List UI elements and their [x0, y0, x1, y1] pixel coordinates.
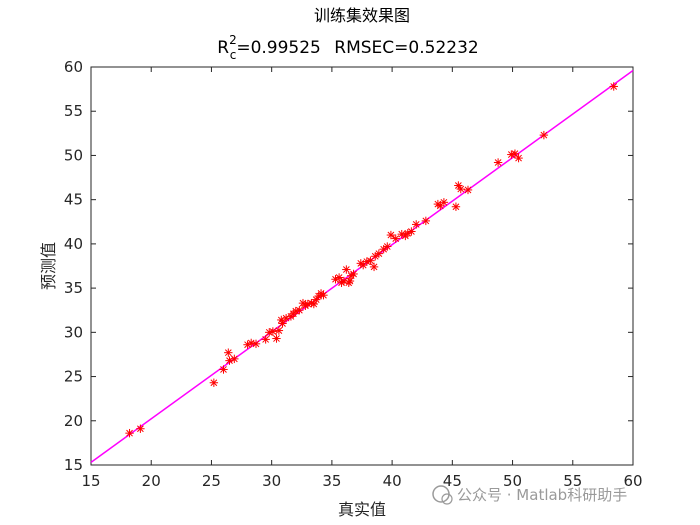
data-point — [439, 198, 449, 207]
x-tick-label: 55 — [563, 472, 582, 490]
r-subscript: c — [230, 48, 237, 62]
data-point — [412, 220, 421, 229]
data-point — [125, 428, 134, 438]
x-tick-label: 20 — [142, 472, 161, 490]
x-tick-label: 15 — [81, 472, 100, 490]
data-point — [295, 306, 304, 315]
data-point — [456, 184, 465, 194]
y-tick-label: 50 — [64, 146, 83, 164]
data-point — [268, 327, 278, 336]
data-point — [209, 378, 219, 387]
data-point — [383, 242, 392, 251]
data-point — [510, 149, 520, 158]
data-point — [451, 202, 461, 211]
data-point — [261, 335, 270, 344]
x-tick-label: 50 — [503, 472, 522, 490]
y-tick-label: 45 — [64, 191, 83, 209]
data-point — [421, 216, 431, 226]
data-point — [319, 290, 328, 300]
y-tick-label: 15 — [64, 456, 83, 474]
x-tick-label: 30 — [262, 472, 281, 490]
wechat-icon-inner — [441, 493, 453, 505]
data-point — [349, 269, 358, 279]
data-point — [224, 348, 233, 357]
rmse-text: RMSEC=0.52232 — [334, 38, 478, 58]
data-point — [609, 82, 618, 91]
watermark: 公众号 · Matlab科研助手 — [432, 485, 627, 505]
y-tick-label: 60 — [64, 58, 83, 76]
r-label: R — [217, 38, 229, 58]
y-tick-label: 25 — [64, 368, 83, 386]
y-tick-label: 40 — [64, 235, 83, 253]
data-point — [463, 185, 473, 195]
data-point — [136, 424, 145, 433]
x-tick-label: 60 — [623, 472, 642, 490]
y-tick-label: 35 — [64, 279, 83, 297]
data-point — [514, 153, 523, 163]
data-point — [391, 234, 400, 243]
chart-title: 训练集效果图 — [314, 6, 410, 25]
points-layer — [125, 82, 618, 438]
x-tick-label: 35 — [322, 472, 341, 490]
data-point — [493, 158, 503, 167]
data-point — [274, 326, 284, 335]
data-point — [345, 276, 355, 286]
data-point — [251, 339, 261, 349]
y-tick-label: 55 — [64, 102, 83, 120]
data-point — [539, 130, 549, 140]
r-superscript: 2 — [229, 33, 237, 47]
data-point — [407, 227, 416, 236]
x-tick-label: 45 — [443, 472, 462, 490]
x-tick-label: 40 — [383, 472, 402, 490]
data-point — [219, 365, 228, 374]
y-tick-label: 20 — [64, 412, 83, 430]
tick-layer: 15 20 25 30 35 40 45 50 55 60 15 20 25 30 35 40 45 50 55 60 — [64, 58, 643, 490]
x-axis-label: 真实值 — [338, 500, 386, 519]
data-point — [386, 230, 396, 240]
y-axis-label: 预测值 — [39, 242, 58, 290]
chart-subtitle: R2 c=0.99525 RMSEC=0.52232 — [217, 33, 478, 62]
data-point — [272, 334, 281, 343]
r-value: =0.99525 — [236, 38, 321, 58]
data-point — [278, 319, 287, 328]
data-point — [243, 340, 252, 349]
data-point — [359, 260, 368, 270]
data-point — [342, 265, 351, 274]
y-tick-label: 30 — [64, 323, 83, 341]
data-point — [403, 229, 412, 238]
data-point — [309, 299, 319, 309]
watermark-text: 公众号 · Matlab科研助手 — [457, 486, 627, 504]
data-point — [230, 354, 239, 364]
x-tick-label: 25 — [202, 472, 221, 490]
data-point — [369, 262, 379, 272]
